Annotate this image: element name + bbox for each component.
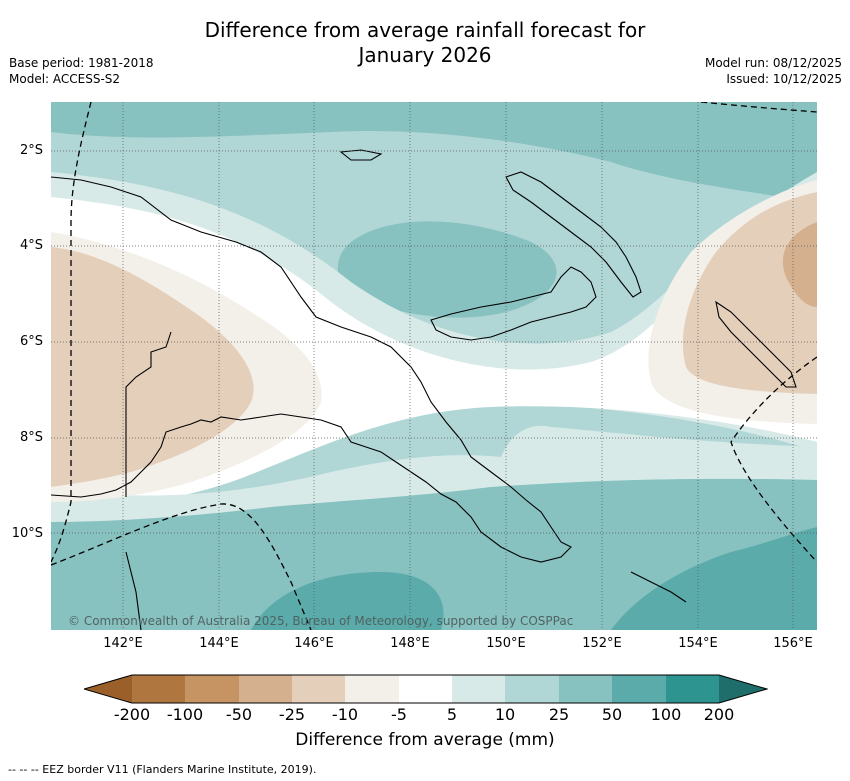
colorbar-label: -10 xyxy=(331,705,359,724)
eez-north-east xyxy=(700,102,817,113)
title-line-1: Difference from average rainfall forecas… xyxy=(204,18,646,42)
band-dry-east xyxy=(682,192,817,394)
lon-label-142e: 142°E xyxy=(103,636,143,651)
colorbar-swatch xyxy=(345,675,399,703)
meta-left: Base period: 1981-2018 Model: ACCESS-S2 xyxy=(9,55,154,87)
band-50-100-south-east xyxy=(611,527,817,630)
lat-label-6s: 6°S xyxy=(19,334,43,349)
base-period: Base period: 1981-2018 xyxy=(9,56,154,70)
lon-label-146e: 146°E xyxy=(294,636,334,651)
lon-label-144e: 144°E xyxy=(199,636,239,651)
colorbar-swatch xyxy=(239,675,292,703)
graticule xyxy=(51,102,817,630)
lon-label-154e: 154°E xyxy=(678,636,718,651)
band-25-50-central xyxy=(337,221,557,318)
band-5-10-south xyxy=(51,425,817,530)
band-50-100-south-west xyxy=(251,572,444,630)
eez-footnote: -- -- -- EEZ border V11 (Flanders Marine… xyxy=(8,763,317,776)
colorbar-outline xyxy=(84,674,768,704)
eez-south-west xyxy=(51,503,312,630)
lon-label-148e: 148°E xyxy=(390,636,430,651)
lat-label-10s: 10°S xyxy=(11,526,43,541)
colorbar-extend-low xyxy=(84,675,132,703)
model-name: Model: ACCESS-S2 xyxy=(9,72,121,86)
coastlines xyxy=(51,149,797,630)
eez-west xyxy=(51,102,92,563)
new-ireland-coast xyxy=(505,171,642,298)
colorbar-swatch xyxy=(559,675,612,703)
band-dry-east-core xyxy=(782,222,817,307)
model-run: Model run: 08/12/2025 xyxy=(704,56,842,70)
colorbar-label: 10 xyxy=(494,705,516,724)
lon-label-156e: 156°E xyxy=(773,636,813,651)
new-guinea-coast xyxy=(51,176,572,563)
manus-coast xyxy=(339,149,383,161)
bougainville-coast xyxy=(715,300,797,388)
band-dry-west xyxy=(51,247,254,487)
international-border xyxy=(125,331,172,497)
colorbar-label: -100 xyxy=(166,705,204,724)
colorbar-label: -200 xyxy=(113,705,151,724)
colorbar-label: 5 xyxy=(446,705,458,724)
colorbar-label: 25 xyxy=(548,705,570,724)
lat-label-8s: 8°S xyxy=(19,430,43,445)
colorbar-title: Difference from average (mm) xyxy=(295,730,555,750)
eez-east xyxy=(730,356,817,563)
map-svg xyxy=(51,102,817,630)
lon-label-152e: 152°E xyxy=(582,636,622,651)
colorbar-label: -5 xyxy=(391,705,407,724)
colorbar-swatch xyxy=(292,675,345,703)
band-25-50-south xyxy=(51,478,817,630)
band-25-50-north xyxy=(51,102,817,202)
chart-title: Difference from average rainfall forecas… xyxy=(0,18,850,68)
title-line-2: January 2026 xyxy=(358,43,492,67)
eez-borders xyxy=(51,102,817,630)
colorbar-swatch xyxy=(666,675,719,703)
cape-york-coast xyxy=(125,551,142,630)
lon-label-150e: 150°E xyxy=(486,636,526,651)
colorbar xyxy=(84,674,768,704)
colorbar-swatch xyxy=(612,675,666,703)
colorbar-label: 200 xyxy=(703,705,735,724)
issued-date: Issued: 10/12/2025 xyxy=(726,72,842,86)
colorbar-swatch xyxy=(399,675,452,703)
colorbar-swatch xyxy=(505,675,559,703)
colorbar-label: -25 xyxy=(278,705,306,724)
new-britain-coast xyxy=(430,266,597,341)
colorbar-label: 100 xyxy=(650,705,682,724)
meta-right: Model run: 08/12/2025 Issued: 10/12/2025 xyxy=(705,55,842,87)
colorbar-label: -50 xyxy=(225,705,253,724)
rainfall-map xyxy=(51,102,817,630)
colorbar-swatch xyxy=(132,675,185,703)
colorbar-swatch xyxy=(452,675,505,703)
lat-label-4s: 4°S xyxy=(19,238,43,253)
copyright-credit: © Commonwealth of Australia 2025, Bureau… xyxy=(68,614,574,628)
colorbar-extend-high xyxy=(719,675,767,703)
colorbar-swatch xyxy=(185,675,239,703)
lat-label-2s: 2°S xyxy=(19,143,43,158)
louisiade-coast xyxy=(630,571,687,603)
colorbar-label: 50 xyxy=(601,705,623,724)
